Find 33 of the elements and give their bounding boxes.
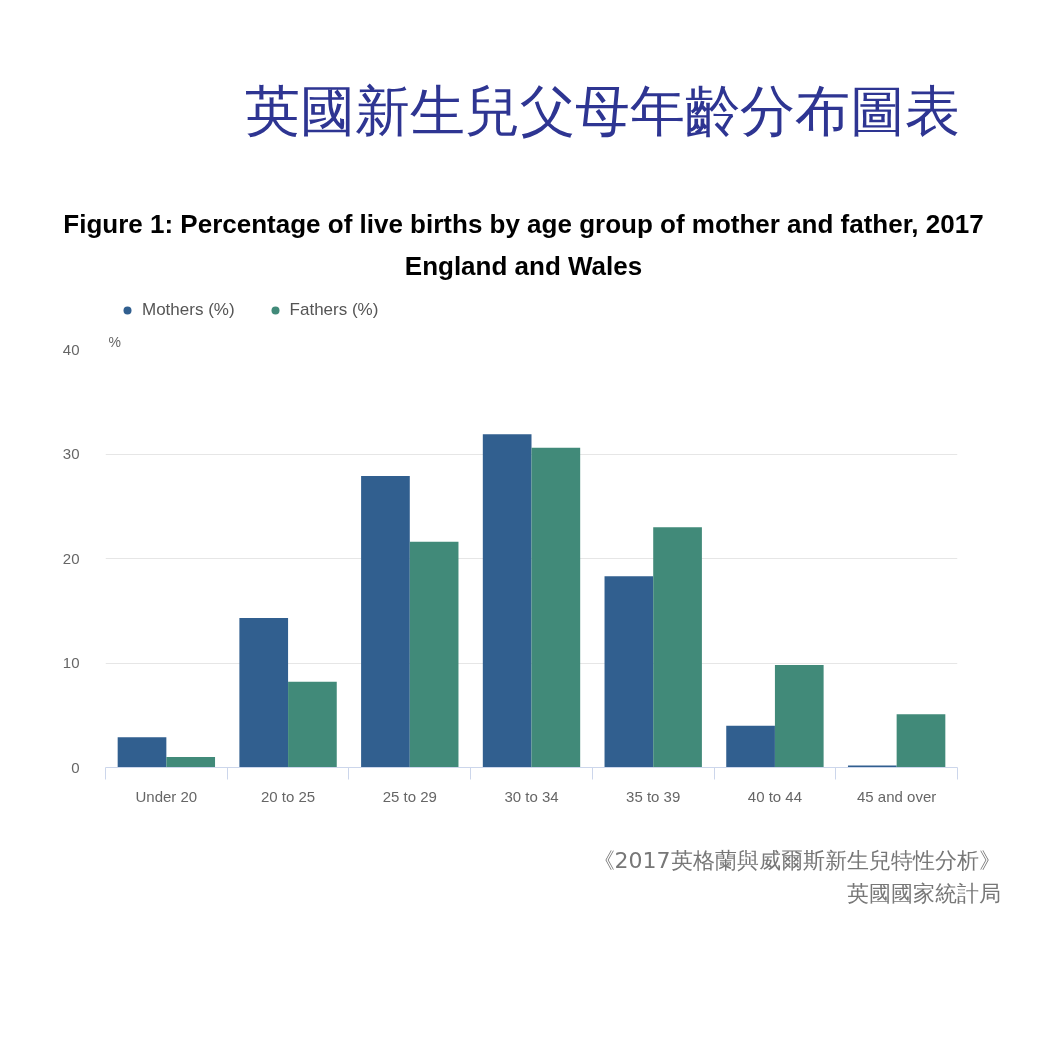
bar — [531, 447, 581, 768]
bar — [726, 725, 775, 768]
x-tick-label: 20 to 25 — [260, 787, 316, 805]
bar — [482, 434, 532, 768]
bar — [288, 681, 337, 768]
y-axis-title: % — [108, 333, 121, 350]
y-tick-label: 0 — [71, 758, 80, 776]
bar — [117, 737, 167, 768]
x-tick-label: 35 to 39 — [626, 787, 681, 805]
text: 英國國家統計局 — [846, 881, 1001, 906]
legend-label: Fathers (%) — [289, 300, 379, 320]
x-tick-label: 30 to 34 — [504, 787, 559, 805]
bar — [604, 576, 654, 768]
x-tick-label: 40 to 44 — [747, 787, 803, 805]
bar — [896, 714, 946, 768]
bar — [774, 665, 824, 768]
x-tick-label: Under 20 — [135, 787, 198, 805]
y-tick-label: 20 — [62, 549, 80, 567]
y-tick-label: 40 — [62, 340, 80, 358]
bar — [409, 541, 459, 768]
legend-label: Mothers (%) — [142, 300, 235, 320]
bar — [166, 757, 216, 768]
bar — [239, 618, 289, 768]
y-tick-label: 10 — [62, 654, 80, 671]
chart-subtitle: Figure 1: Percentage of live births by age group of mother and father, 2017 England and Wales — [63, 208, 984, 281]
x-tick-label: 25 to 29 — [382, 787, 437, 805]
text: 《2017英格蘭與威爾斯新生兒特性分析》 — [592, 848, 1001, 873]
bar — [361, 475, 410, 768]
bar — [653, 527, 702, 768]
y-tick-label: 30 — [62, 445, 80, 462]
bar — [847, 765, 897, 768]
chart-title: 英國新生兒父母年齡分布圖表 — [245, 78, 960, 143]
x-tick-label: 45 and over — [857, 787, 937, 805]
